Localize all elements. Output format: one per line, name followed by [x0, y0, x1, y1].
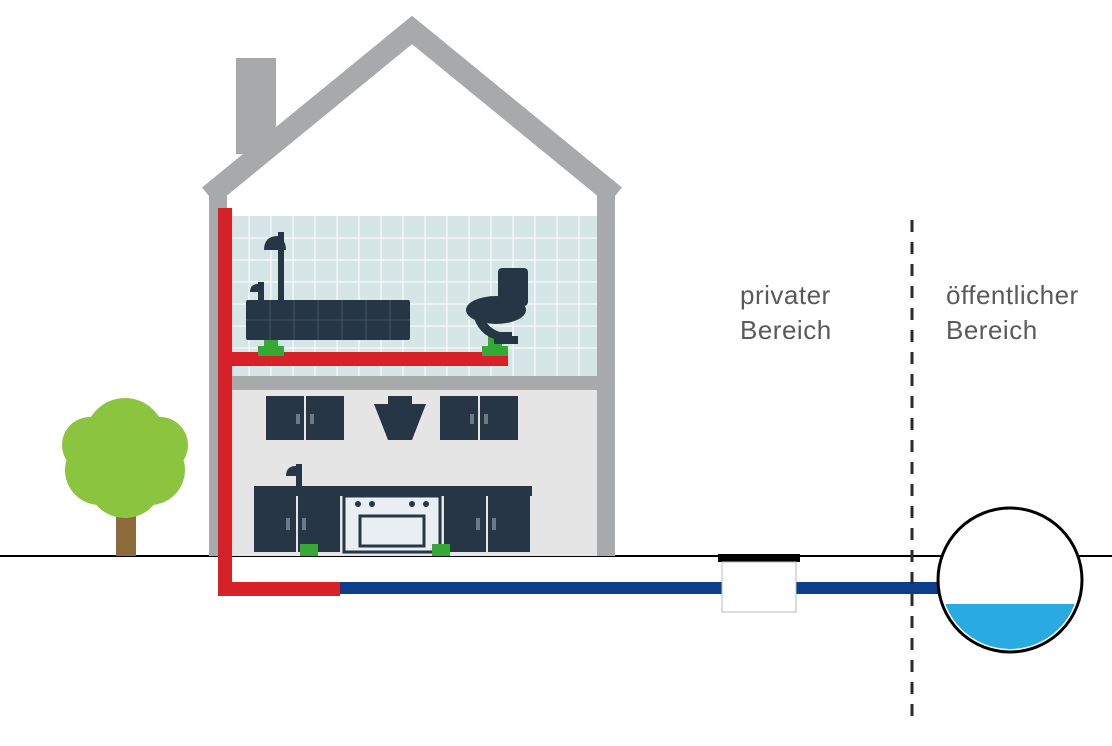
label-public-area: öffentlicher Bereich: [946, 278, 1079, 348]
label-public-line2: Bereich: [946, 315, 1038, 345]
red-pipe-lower: [218, 582, 340, 596]
drainage-diagram: { "canvas": { "width": 1112, "height": 7…: [0, 0, 1112, 746]
tree-icon: [62, 398, 188, 556]
label-private-line1: privater: [740, 280, 831, 310]
floor-divider: [227, 376, 597, 390]
blue-pipe: [340, 582, 960, 594]
label-private-area: privater Bereich: [740, 278, 832, 348]
inspection-chamber-icon: [718, 554, 800, 612]
sewer-main-icon: [938, 508, 1082, 664]
diagram-svg: [0, 0, 1112, 746]
red-pipe-vertical: [218, 208, 232, 588]
label-public-line1: öffentlicher: [946, 280, 1079, 310]
label-private-line2: Bereich: [740, 315, 832, 345]
kitchen-upper-cabinets: [266, 396, 518, 440]
